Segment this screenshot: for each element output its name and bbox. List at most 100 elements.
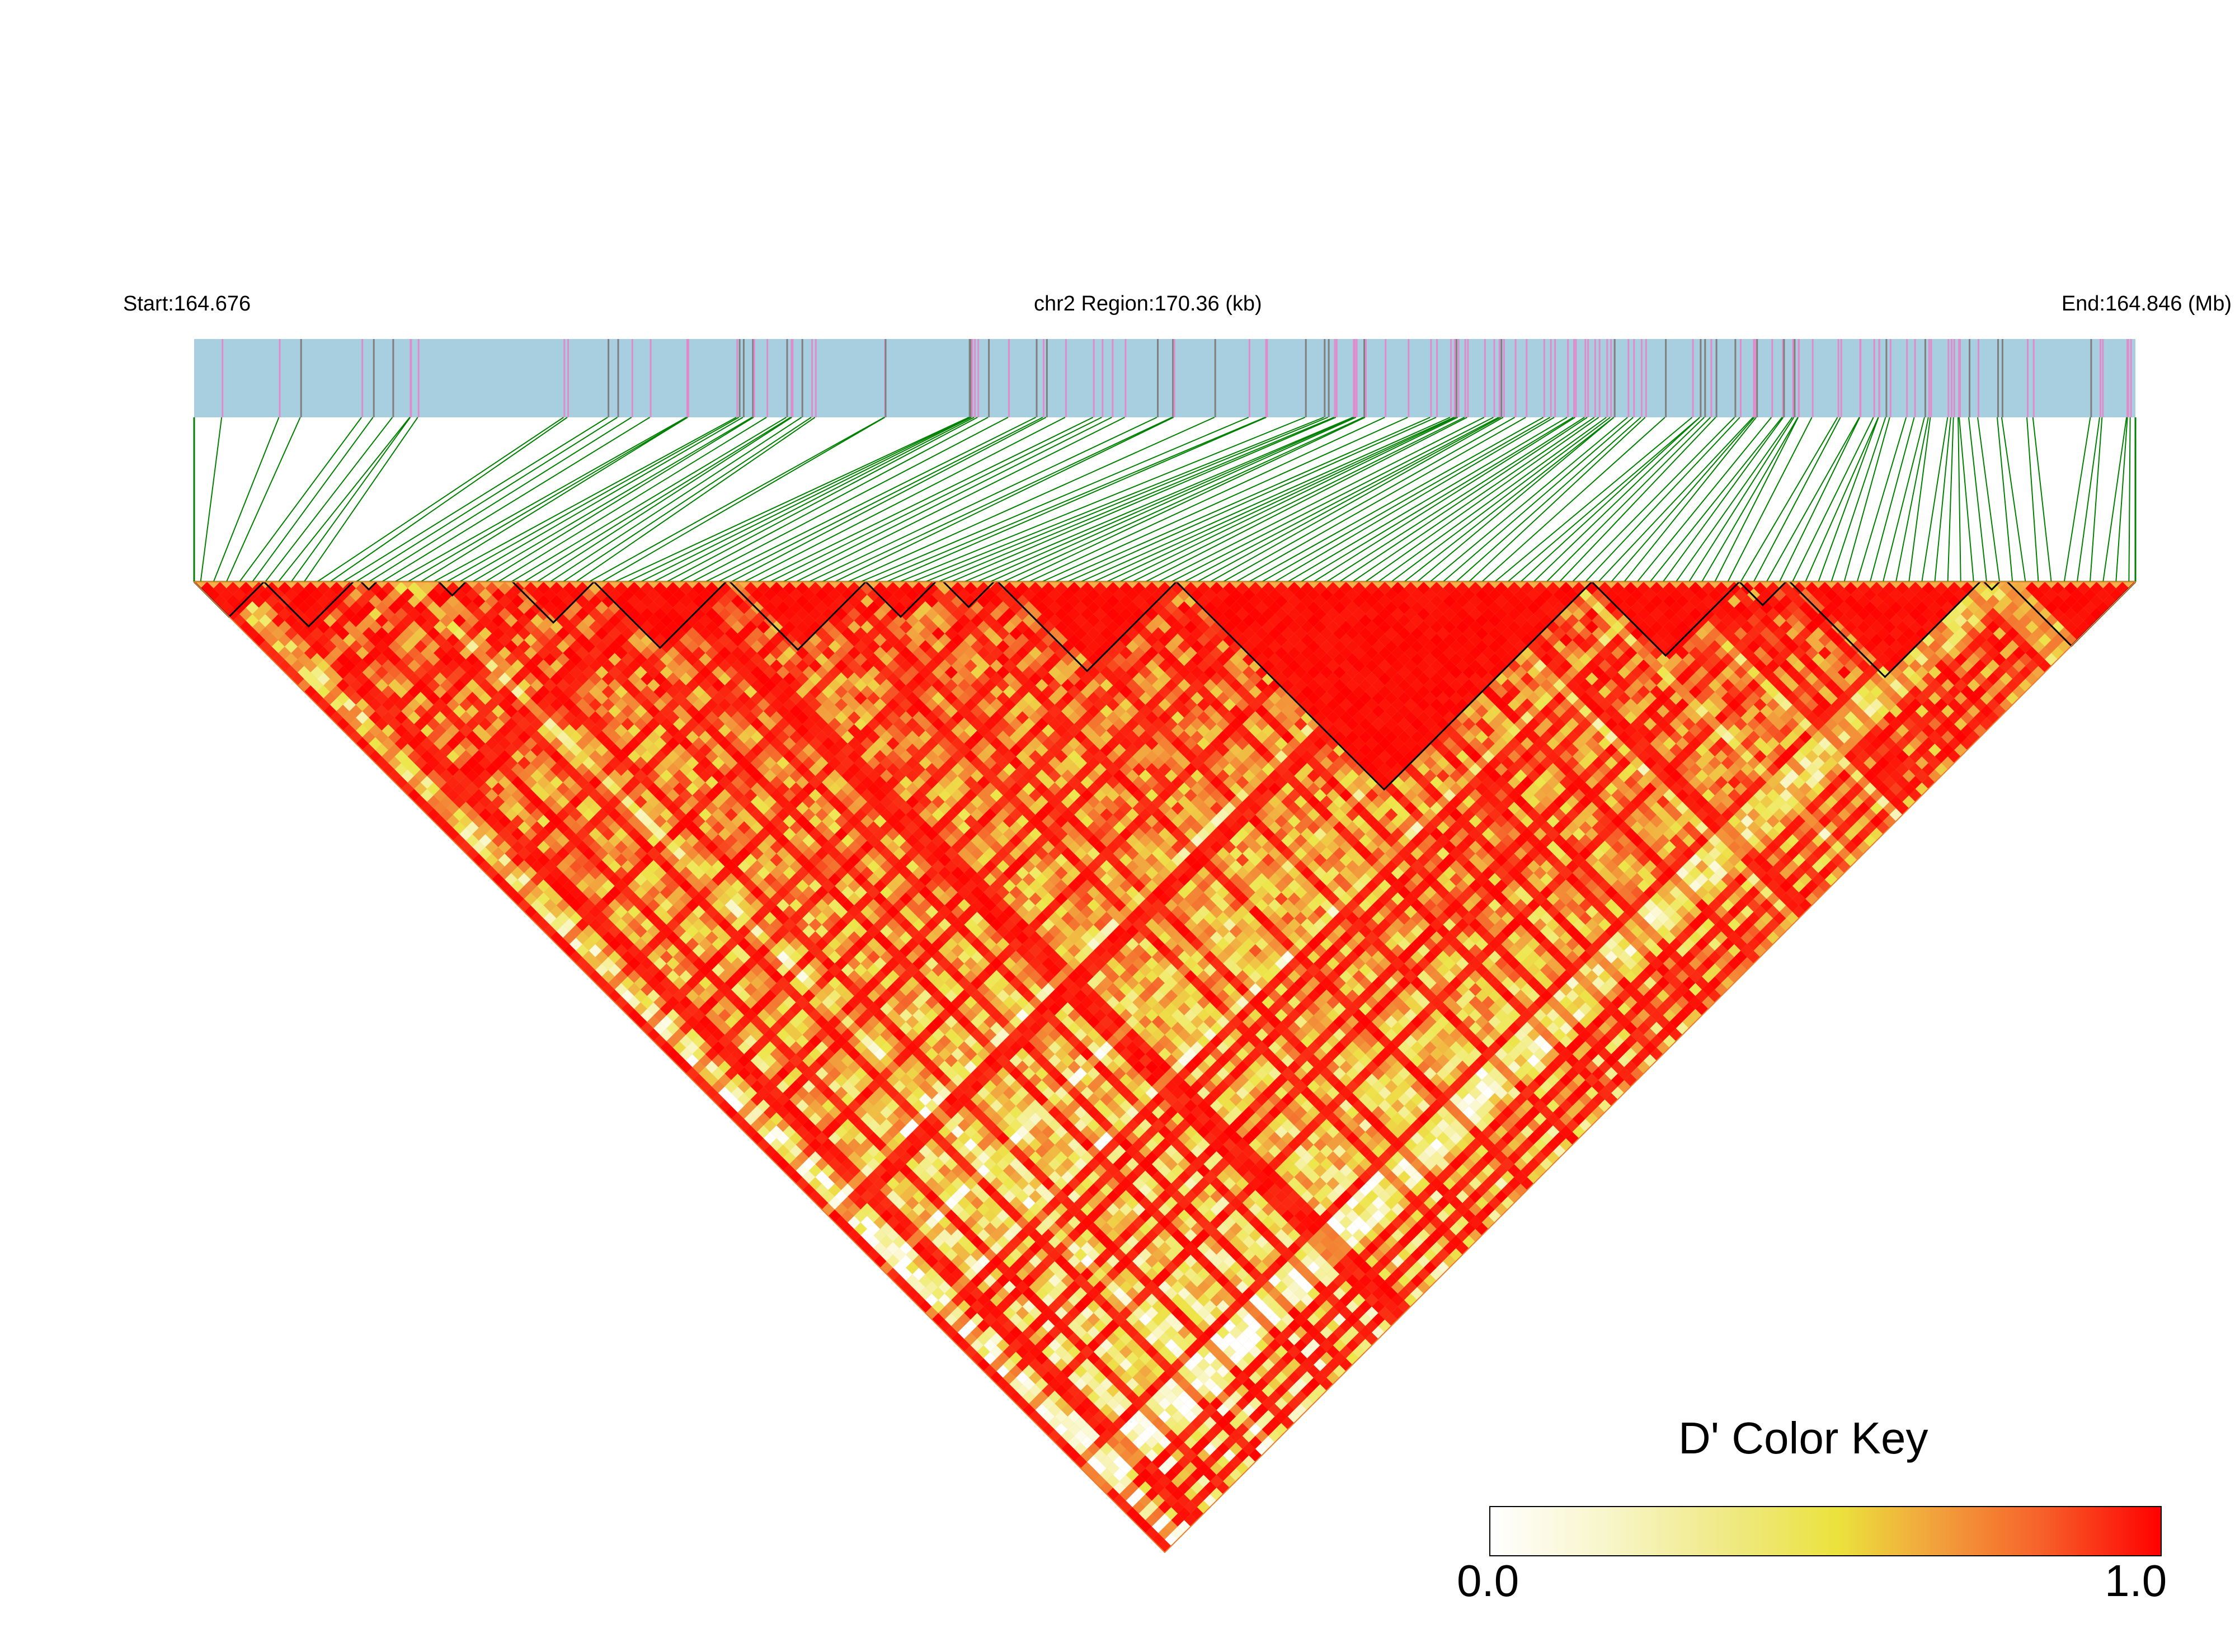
ld-cell — [1210, 1488, 1224, 1501]
ld-cell — [977, 1319, 990, 1333]
ld-cell — [543, 847, 557, 860]
snp-connector-line — [368, 417, 632, 582]
snp-connector-line — [2032, 417, 2052, 582]
snp-connector-line — [213, 417, 280, 582]
ld-cell — [258, 614, 272, 627]
ld-cell — [498, 853, 511, 867]
ld-cell — [1126, 1390, 1139, 1404]
ld-cell — [440, 743, 453, 757]
ld-cell — [420, 763, 434, 776]
snp-position-mark — [1930, 339, 1932, 417]
ld-cell — [1087, 1429, 1100, 1443]
ld-cell — [899, 1203, 912, 1216]
ld-cell — [505, 769, 518, 783]
ld-cell — [1093, 1462, 1107, 1475]
ld-cell — [343, 672, 356, 686]
ld-cell — [317, 620, 330, 634]
snp-position-mark — [1363, 339, 1366, 417]
ld-cell — [511, 879, 524, 893]
ld-cell — [1048, 1313, 1061, 1326]
ld-cell — [718, 1022, 731, 1035]
ld-cell — [777, 1093, 790, 1106]
ld-cell — [770, 1151, 783, 1164]
ld-cell — [1093, 1384, 1107, 1397]
ld-cell — [634, 938, 647, 951]
snp-connector-line — [1882, 417, 1925, 582]
ld-cell — [427, 743, 440, 757]
ld-cell — [485, 815, 498, 828]
ld-cell — [1080, 1423, 1094, 1436]
snp-position-mark — [988, 339, 990, 417]
ld-cell — [1003, 1358, 1016, 1372]
snp-connector-line — [1028, 417, 1385, 582]
ld-cell — [724, 1015, 738, 1029]
ld-cell — [465, 731, 479, 744]
ld-cell — [757, 1112, 770, 1126]
ld-cell — [375, 704, 388, 718]
ld-cell — [951, 1319, 964, 1333]
snp-position-mark — [1710, 339, 1712, 417]
ld-cell — [672, 1054, 686, 1067]
ld-cell — [258, 588, 272, 601]
snp-connector-line — [1119, 417, 1458, 582]
ld-cell — [679, 1009, 693, 1022]
ld-cell — [1132, 1462, 1146, 1475]
ld-cell — [750, 1093, 764, 1106]
ld-cell — [796, 1138, 809, 1151]
ld-cell — [912, 1203, 925, 1216]
ld-cell — [860, 1125, 874, 1138]
snp-position-mark — [2100, 339, 2101, 417]
snp-connector-line — [1959, 417, 1974, 582]
ld-cell — [977, 1268, 990, 1281]
ld-cell — [777, 1054, 790, 1067]
ld-cell — [777, 1132, 790, 1145]
snp-connector-line — [562, 417, 812, 582]
ld-cell — [777, 1041, 790, 1055]
ld-cell — [1016, 1306, 1029, 1320]
ld-cell — [808, 1074, 822, 1087]
ld-cell — [1132, 1448, 1146, 1462]
ld-cell — [828, 1183, 841, 1197]
ld-cell — [382, 724, 395, 737]
ld-cell — [427, 808, 440, 821]
ld-cell — [310, 588, 324, 601]
snp-position-mark — [1124, 339, 1127, 417]
ld-cell — [407, 776, 421, 789]
snp-position-mark — [1354, 339, 1356, 417]
ld-cell — [796, 1060, 809, 1074]
ld-cell — [1151, 1455, 1165, 1469]
ld-cell — [434, 776, 447, 789]
ld-cell — [699, 1054, 712, 1067]
snp-connector-line — [200, 417, 223, 582]
ld-cell — [472, 724, 486, 737]
ld-cell — [815, 1119, 829, 1132]
ld-cell — [744, 1086, 757, 1100]
ld-cell — [835, 1125, 848, 1138]
snp-position-mark — [1978, 339, 1979, 417]
ld-cell — [815, 1157, 829, 1171]
ld-cell — [796, 1164, 809, 1178]
ld-cell — [537, 815, 550, 828]
ld-cell — [763, 1054, 777, 1067]
ld-cell — [317, 685, 330, 699]
snp-connector-line — [1856, 417, 1907, 582]
ld-cell — [1191, 1494, 1204, 1507]
ld-cell — [777, 1157, 790, 1171]
ld-cell — [712, 1067, 725, 1080]
ld-cell — [336, 679, 350, 692]
ld-cell — [1138, 1442, 1152, 1456]
ld-cell — [1029, 1293, 1042, 1307]
ld-cell — [595, 860, 609, 873]
ld-cell — [556, 873, 570, 886]
ld-cell — [1016, 1319, 1029, 1333]
ld-cell — [641, 1009, 654, 1022]
ld-cell — [750, 1054, 764, 1067]
ld-cell — [944, 1261, 958, 1274]
snp-connector-line — [1947, 417, 1954, 582]
ld-cell — [478, 743, 492, 757]
ld-cell — [777, 1105, 790, 1119]
ld-cell — [750, 1041, 764, 1055]
ld-cell — [505, 860, 518, 873]
ld-cell — [543, 925, 557, 938]
ld-cell — [446, 698, 460, 712]
